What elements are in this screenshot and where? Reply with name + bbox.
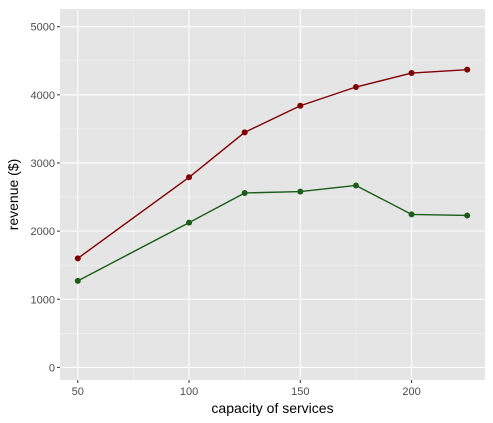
series-2-point [352,182,359,189]
y-axis-title: revenue ($) [5,159,21,231]
series-2-point [186,219,193,226]
series-1-point [464,66,471,73]
series-1-point [74,255,81,262]
series-2-point [241,189,248,196]
y-tick-label: 5000 [31,22,55,34]
y-tick-label: 2000 [31,226,55,238]
x-tick-label: 200 [402,386,420,398]
x-axis-title: capacity of services [211,400,333,416]
minor-gridlines [60,9,485,380]
x-tick-label: 100 [180,386,198,398]
series-1-point [297,102,304,109]
series-layer [74,66,471,284]
y-tick-label: 4000 [31,90,55,102]
series-1-point [408,70,415,77]
series-2-point [74,277,81,284]
y-tick-label: 3000 [31,158,55,170]
y-tick-label: 0 [49,362,55,374]
x-tick-label: 150 [291,386,309,398]
plot-panel [60,9,485,380]
series-1-point [241,129,248,136]
series-2-point [464,212,471,219]
series-1-point [186,174,193,181]
x-tick-label: 50 [72,386,84,398]
series-2-point [408,211,415,218]
series-1-point [352,84,359,91]
y-tick-label: 1000 [31,294,55,306]
series-2-point [297,188,304,195]
